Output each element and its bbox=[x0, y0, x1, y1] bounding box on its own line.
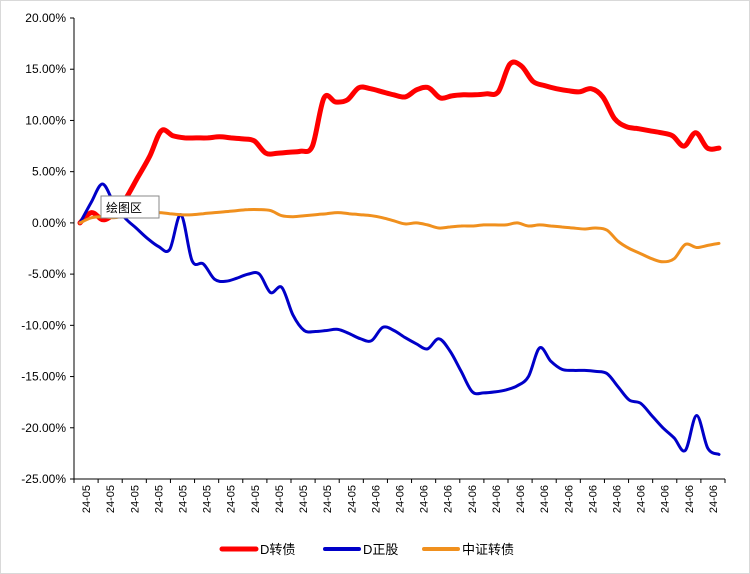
x-tick-label: 24-06 bbox=[491, 485, 503, 513]
x-tick-label: 24-05 bbox=[81, 485, 93, 513]
x-tick-label: 24-06 bbox=[708, 485, 720, 513]
legend-label-2: D正股 bbox=[363, 542, 398, 557]
x-tick-label: 24-05 bbox=[129, 485, 141, 513]
x-tick-label: 24-06 bbox=[587, 485, 599, 513]
x-tick-label: 24-05 bbox=[346, 485, 358, 513]
y-tick-label: 0.00% bbox=[32, 216, 66, 230]
x-axis-ticks: 24-05 24-05 24-05 24-05 24-05 24-05 24-05 24-05… bbox=[73, 479, 726, 513]
x-tick-label: 24-05 bbox=[178, 485, 190, 513]
tooltip-label: 绘图区 bbox=[106, 200, 142, 215]
x-tick-label: 24-05 bbox=[274, 485, 286, 513]
y-tick-label: 20.00% bbox=[25, 11, 66, 25]
tooltip-box bbox=[100, 195, 160, 219]
x-tick-label: 24-06 bbox=[395, 485, 407, 513]
x-tick-label: 24-06 bbox=[684, 485, 696, 513]
x-tick-label: 24-05 bbox=[153, 485, 165, 513]
x-tick-label: 24-05 bbox=[226, 485, 238, 513]
series-line-3 bbox=[78, 207, 721, 264]
x-tick-label: 24-06 bbox=[443, 485, 455, 513]
chart-axes bbox=[73, 18, 725, 480]
series-line-1 bbox=[77, 59, 722, 226]
y-tick-label: 5.00% bbox=[32, 165, 66, 179]
y-tick-label: 10.00% bbox=[25, 113, 66, 127]
x-tick-label: 24-06 bbox=[612, 485, 624, 513]
x-tick-label: 24-06 bbox=[515, 485, 527, 513]
x-tick-label: 24-05 bbox=[202, 485, 214, 513]
x-tick-label: 24-06 bbox=[370, 485, 382, 513]
x-tick-label: 24-06 bbox=[539, 485, 551, 513]
y-tick-label: -20.00% bbox=[21, 421, 66, 435]
x-tick-label: 24-06 bbox=[419, 485, 431, 513]
y-tick-label: -10.00% bbox=[21, 318, 66, 332]
x-tick-label: 24-05 bbox=[322, 485, 334, 513]
y-tick-label: -5.00% bbox=[28, 267, 66, 281]
series-line-2 bbox=[78, 182, 721, 456]
legend-label-3: 中证转债 bbox=[462, 542, 514, 557]
y-tick-label: 15.00% bbox=[25, 62, 66, 76]
legend-label-1: D转债 bbox=[260, 542, 295, 557]
x-tick-label: 24-06 bbox=[563, 485, 575, 513]
x-tick-label: 24-05 bbox=[298, 485, 310, 513]
x-tick-label: 24-06 bbox=[660, 485, 672, 513]
y-axis-ticks: 20.00% 15.00% 10.00% 5.00% 0.00% -5.00% -10.00… bbox=[21, 11, 74, 486]
plot-area-tooltip: 绘图区 bbox=[100, 195, 160, 219]
x-tick-label: 24-06 bbox=[636, 485, 648, 513]
chart-legend: D转债 D正股 中证转债 bbox=[219, 542, 514, 557]
y-tick-label: -25.00% bbox=[21, 472, 66, 486]
y-tick-label: -15.00% bbox=[21, 370, 66, 384]
x-tick-label: 24-05 bbox=[105, 485, 117, 513]
x-tick-label: 24-05 bbox=[250, 485, 262, 513]
chart-series bbox=[77, 59, 722, 456]
x-tick-label: 24-06 bbox=[467, 485, 479, 513]
